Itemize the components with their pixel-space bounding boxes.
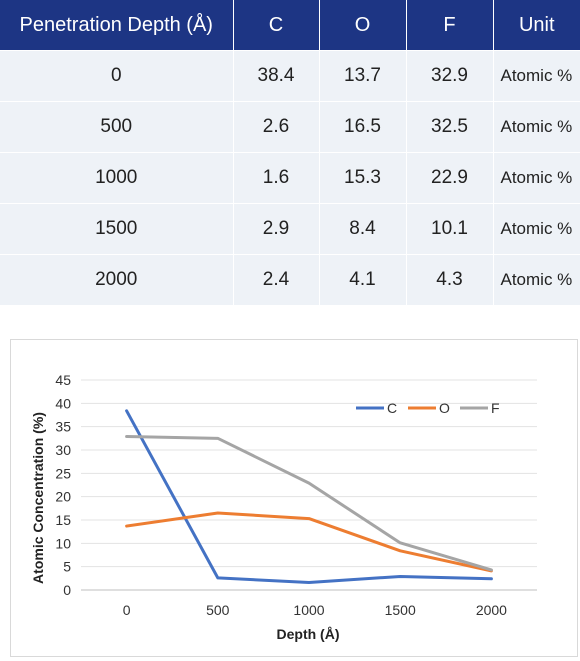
- series-line-c: [125, 409, 493, 585]
- cell-c: 2.9: [233, 203, 320, 255]
- table-row: 500 2.6 16.5 32.5 Atomic %: [0, 101, 580, 153]
- header-unit: Unit: [493, 0, 580, 51]
- x-tick-label: 1000: [293, 602, 324, 618]
- cell-f: 10.1: [406, 203, 494, 255]
- cell-o: 15.3: [319, 152, 407, 204]
- cell-c: 2.4: [233, 254, 320, 305]
- y-axis-label: Atomic Concentration (%): [30, 412, 46, 584]
- cell-depth: 1500: [0, 203, 234, 255]
- cell-f: 4.3: [406, 254, 494, 305]
- header-o: O: [319, 0, 407, 51]
- y-tick-label: 5: [63, 559, 71, 575]
- cell-f: 22.9: [406, 152, 494, 204]
- y-tick-label: 35: [55, 419, 71, 435]
- y-tick-label: 20: [55, 489, 71, 505]
- cell-depth: 500: [0, 101, 234, 153]
- legend-label-f: F: [491, 400, 500, 416]
- cell-c: 38.4: [233, 50, 320, 102]
- table-row: 0 38.4 13.7 32.9 Atomic %: [0, 50, 580, 102]
- y-tick-label: 25: [55, 465, 71, 481]
- composition-table: Penetration Depth (Å) C O F Unit 0 38.4 …: [0, 0, 580, 305]
- cell-depth: 2000: [0, 254, 234, 305]
- y-tick-labels: 0 5 10 15 20 25 30 35 40 45: [55, 372, 71, 598]
- y-tick-label: 0: [63, 582, 71, 598]
- x-axis-label: Depth (Å): [277, 626, 340, 642]
- header-f: F: [406, 0, 494, 51]
- cell-unit: Atomic %: [493, 254, 580, 305]
- cell-o: 8.4: [319, 203, 407, 255]
- cell-c: 2.6: [233, 101, 320, 153]
- x-tick-label: 0: [123, 602, 131, 618]
- header-depth: Penetration Depth (Å): [0, 0, 234, 51]
- series-lines: [125, 409, 493, 585]
- x-tick-label: 1500: [385, 602, 416, 618]
- cell-depth: 1000: [0, 152, 234, 204]
- series-line-o: [125, 511, 493, 573]
- y-tick-label: 40: [55, 395, 71, 411]
- cell-f: 32.9: [406, 50, 494, 102]
- y-tick-label: 15: [55, 512, 71, 528]
- data-table-container: Penetration Depth (Å) C O F Unit 0 38.4 …: [0, 0, 580, 305]
- table-row: 2000 2.4 4.1 4.3 Atomic %: [0, 254, 580, 305]
- cell-o: 13.7: [319, 50, 407, 102]
- cell-c: 1.6: [233, 152, 320, 204]
- gridlines: [81, 379, 537, 591]
- cell-depth: 0: [0, 50, 234, 102]
- table-row: 1500 2.9 8.4 10.1 Atomic %: [0, 203, 580, 255]
- y-tick-label: 45: [55, 372, 71, 388]
- cell-unit: Atomic %: [493, 50, 580, 102]
- cell-o: 16.5: [319, 101, 407, 153]
- y-tick-label: 10: [55, 535, 71, 551]
- x-tick-label: 500: [206, 602, 230, 618]
- cell-unit: Atomic %: [493, 101, 580, 153]
- table-header-row: Penetration Depth (Å) C O F Unit: [0, 0, 580, 51]
- cell-unit: Atomic %: [493, 203, 580, 255]
- cell-unit: Atomic %: [493, 152, 580, 204]
- y-tick-label: 30: [55, 442, 71, 458]
- x-tick-labels: 0 500 1000 1500 2000: [123, 602, 507, 618]
- cell-o: 4.1: [319, 254, 407, 305]
- table-row: 1000 1.6 15.3 22.9 Atomic %: [0, 152, 580, 204]
- legend-label-o: O: [439, 400, 450, 416]
- x-tick-label: 2000: [476, 602, 507, 618]
- series-line-f: [125, 434, 493, 572]
- legend-label-c: C: [387, 400, 397, 416]
- cell-f: 32.5: [406, 101, 494, 153]
- header-c: C: [233, 0, 320, 51]
